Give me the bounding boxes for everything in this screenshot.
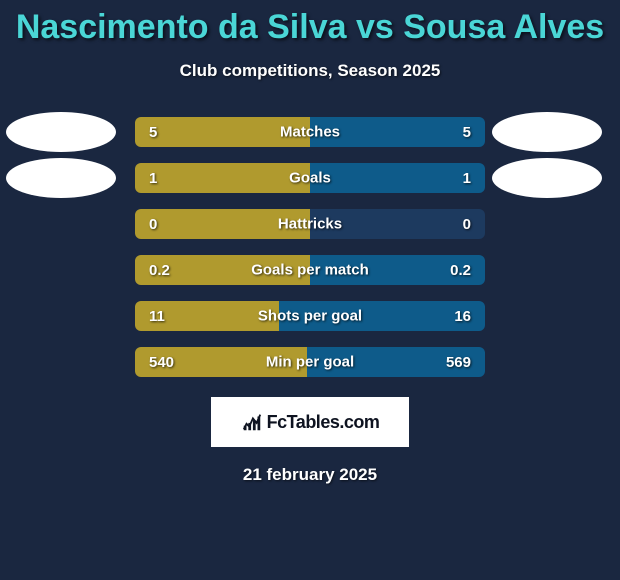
stat-left-value: 1 [149, 170, 157, 187]
stat-row: 1 1 Goals [0, 163, 620, 193]
stat-right-value: 1 [463, 170, 471, 187]
stat-bar-left: 1 [135, 163, 310, 193]
stat-label: Shots per goal [258, 308, 362, 325]
stat-label: Goals per match [251, 262, 369, 279]
bar-chart-icon [241, 411, 263, 433]
stat-left-value: 0 [149, 216, 157, 233]
stat-bar: 1 1 Goals [135, 163, 485, 193]
stat-bar: 0.2 0.2 Goals per match [135, 255, 485, 285]
player-badge-left [6, 112, 116, 152]
player-badge-left [6, 158, 116, 198]
stat-bar: 540 569 Min per goal [135, 347, 485, 377]
stat-right-value: 0 [463, 216, 471, 233]
stat-label: Hattricks [278, 216, 342, 233]
stat-right-value: 0.2 [450, 262, 471, 279]
stat-bar: 11 16 Shots per goal [135, 301, 485, 331]
stat-label: Matches [280, 124, 340, 141]
stat-label: Min per goal [266, 354, 354, 371]
player-badge-right [492, 158, 602, 198]
stat-row: 0 0 Hattricks [0, 209, 620, 239]
stat-row: 11 16 Shots per goal [0, 301, 620, 331]
subtitle: Club competitions, Season 2025 [0, 61, 620, 81]
stat-bar: 5 5 Matches [135, 117, 485, 147]
stat-left-value: 11 [149, 308, 165, 325]
stat-left-value: 0.2 [149, 262, 170, 279]
stat-right-value: 16 [454, 308, 471, 325]
player-badge-right [492, 112, 602, 152]
stats-area: 55Matches11Goals00Hattricks0.20.2Goals p… [0, 117, 620, 377]
stat-row: 5 5 Matches [0, 117, 620, 147]
date-text: 21 february 2025 [0, 465, 620, 485]
logo-box: FcTables.com [211, 397, 409, 447]
stat-row: 540 569 Min per goal [0, 347, 620, 377]
stat-left-value: 5 [149, 124, 157, 141]
stat-right-value: 569 [446, 354, 471, 371]
page-title: Nascimento da Silva vs Sousa Alves [0, 0, 620, 47]
stat-row: 0.2 0.2 Goals per match [0, 255, 620, 285]
logo-text: FcTables.com [267, 412, 380, 433]
stat-bar: 0 0 Hattricks [135, 209, 485, 239]
stat-label: Goals [289, 170, 331, 187]
stat-left-value: 540 [149, 354, 174, 371]
stat-right-value: 5 [463, 124, 471, 141]
stat-bar-right: 1 [310, 163, 485, 193]
